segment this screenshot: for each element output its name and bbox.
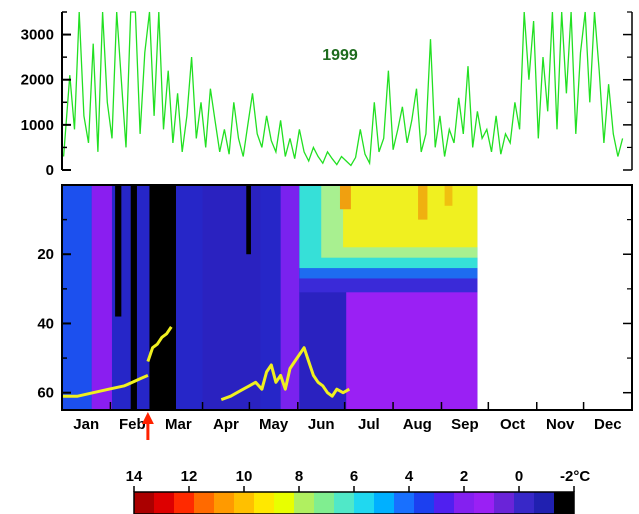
temperature-colorbar: 14 12 10 8 6 4 2 0 -2°C [126,468,590,514]
top-ytick-label: 3000 [21,27,54,44]
heatmap-frame [61,184,633,411]
heatmap-ytick-label: 40 [37,315,54,332]
colorbar-swatch [374,492,395,514]
month-label: Oct [500,416,525,433]
month-label: Jul [358,416,380,433]
month-label: Aug [403,416,432,433]
heatmap-region [115,185,122,317]
colorbar-swatch [354,492,375,514]
top-axes: 0 1000 2000 3000 [21,11,633,179]
top-ytick-label: 0 [46,162,54,179]
colorbar-swatch [194,492,215,514]
colorbar-swatch [274,492,295,514]
discharge-series [62,11,624,167]
mixed-layer-line [146,326,173,362]
colorbar-swatch [454,492,475,514]
colorbar-label: 12 [181,468,198,485]
mixed-layer-line [220,346,351,402]
mixed-layer-line [62,374,149,398]
colorbar-swatch [554,492,575,514]
colorbar-swatch [174,492,195,514]
colorbar-swatch [294,492,315,514]
heatmap-ytick-label: 20 [37,246,54,263]
heatmap-region [149,185,176,410]
month-label: Nov [546,416,575,433]
colorbar-label: 14 [126,468,143,485]
heatmap-region [62,185,92,410]
month-label: Sep [451,416,479,433]
temperature-heatmap-panel: 20 40 60 Jan Feb Mar Apr May Jun Jul Aug Sep Oct Nov D… [37,184,633,440]
arrow-head [141,412,154,424]
red-arrow-marker [141,412,154,440]
colorbar-swatch [474,492,495,514]
colorbar-swatch [434,492,455,514]
heatmap-region [130,185,137,410]
month-label: Jan [73,416,99,433]
heatmap-ytick-label: 60 [37,385,54,402]
colorbar-label: 6 [350,468,358,485]
colorbar-swatch [494,492,515,514]
colorbar-label: 4 [405,468,414,485]
heatmap-region [418,185,428,220]
colorbar-swatch [414,492,435,514]
colorbar-swatch [334,492,355,514]
top-ytick-label: 2000 [21,72,54,89]
colorbar-swatch [254,492,275,514]
discharge-line [62,11,624,167]
colorbar-label: 10 [236,468,253,485]
colorbar-swatch [534,492,555,514]
top-ytick-label: 1000 [21,117,54,134]
month-label: Jun [308,416,335,433]
month-label: Mar [165,416,192,433]
colorbar-swatch [514,492,535,514]
colorbar-swatch [134,492,155,514]
colorbar-label: 8 [295,468,303,485]
colorbar-swatch [234,492,255,514]
colorbar-label: 2 [460,468,468,485]
mixed-layer-trace [62,326,351,402]
colorbar-swatch [314,492,335,514]
colorbar-swatch [154,492,175,514]
month-label: Apr [213,416,239,433]
colorbar-swatch [214,492,235,514]
discharge-line-panel: 1999 0 1000 2000 3000 [21,11,633,179]
heatmap-region [246,185,251,255]
heatmap-region [202,185,261,410]
colorbar-label: -2°C [560,468,590,485]
heatmap-region [339,185,351,210]
month-label: Dec [594,416,622,433]
heatmap-region [280,185,300,410]
colorbar-swatch [394,492,415,514]
month-label: May [259,416,289,433]
heatmap-region [444,185,453,206]
heatmap-axes: 20 40 60 Jan Feb Mar Apr May Jun Jul Aug Sep Oct Nov D… [37,184,633,433]
heatmap-region [343,185,478,248]
colorbar-label: 0 [515,468,523,485]
month-label: Feb [119,416,146,433]
heatmap-regions [62,185,478,410]
heatmap-region [91,185,112,410]
year-annotation: 1999 [322,47,358,64]
